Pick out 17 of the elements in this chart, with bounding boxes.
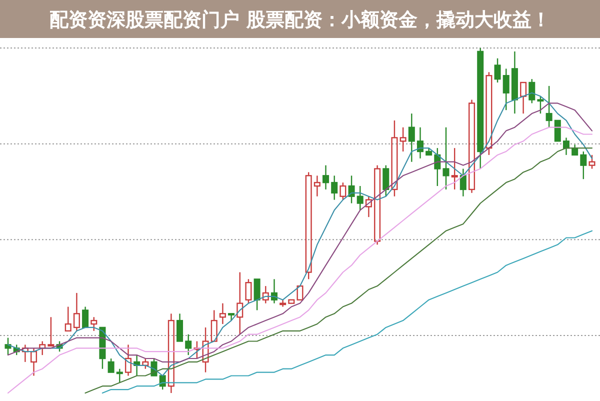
candlestick (22, 344, 28, 363)
candlestick (322, 164, 330, 190)
candlestick (408, 112, 415, 162)
candlestick (168, 313, 174, 394)
candlestick (416, 126, 424, 159)
candlestick (562, 137, 570, 156)
candlestick (400, 126, 406, 152)
candlestick (236, 272, 244, 335)
candlestick (442, 126, 450, 190)
candlestick (202, 326, 209, 373)
candlestick (511, 50, 518, 114)
candlestick (124, 344, 132, 376)
candlestick (460, 168, 466, 197)
candlestick (451, 147, 458, 190)
candlestick (314, 175, 320, 197)
candlestick (219, 302, 226, 325)
chart-title: 配资资深股票配资门户 股票配资：小额资金，撬动大收益！ (50, 9, 550, 31)
